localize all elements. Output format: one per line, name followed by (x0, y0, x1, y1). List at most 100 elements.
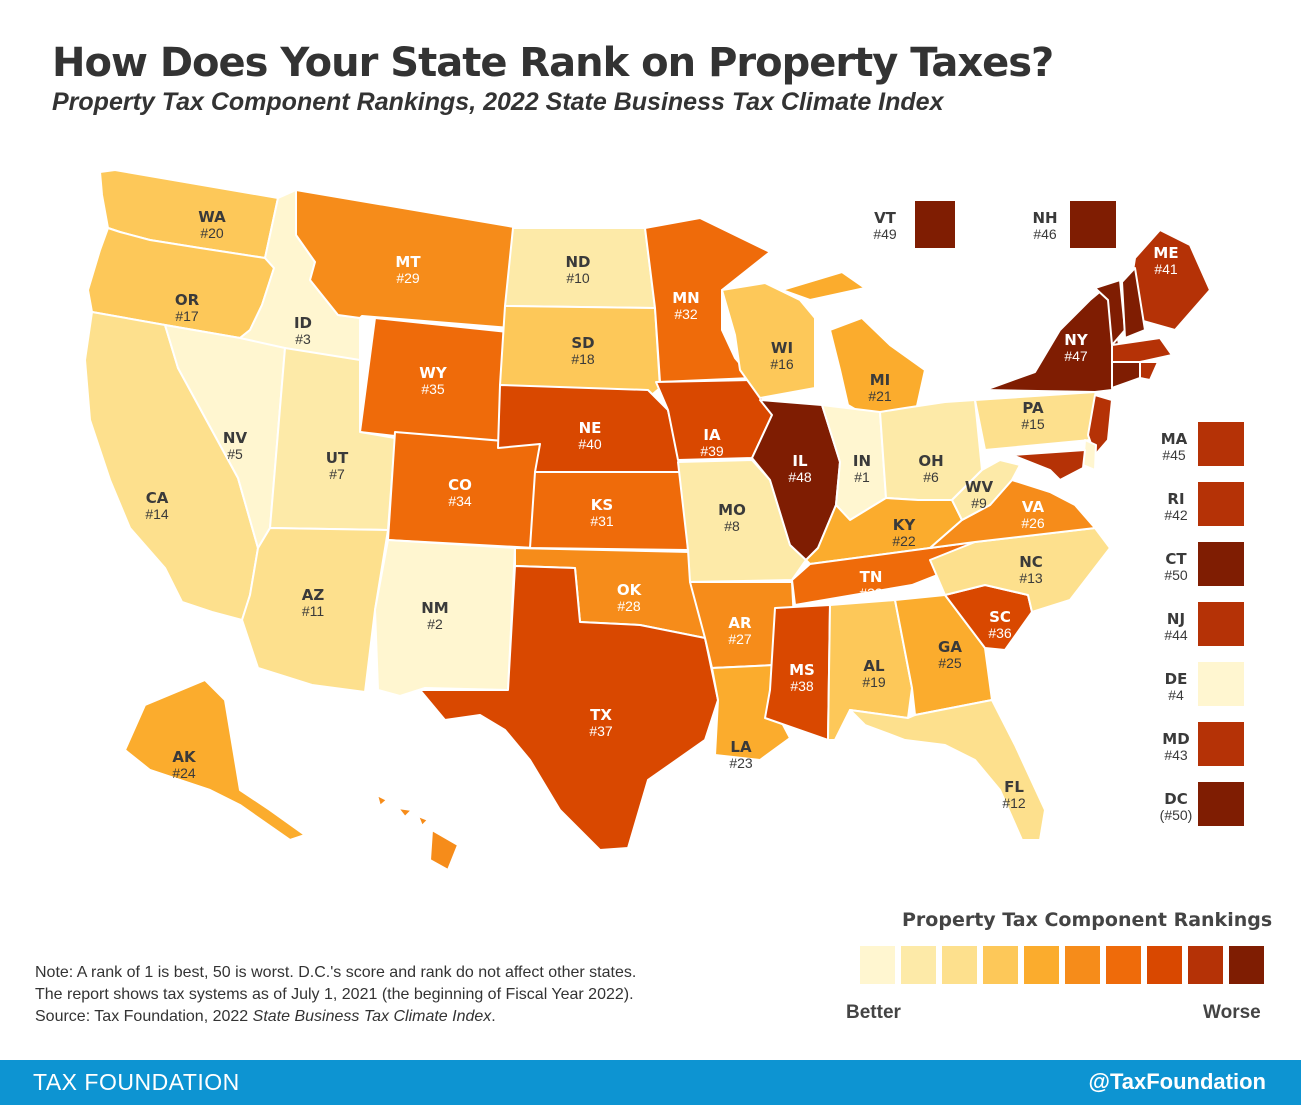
state-rank-mn: #32 (674, 306, 698, 322)
state-label-fl: FL (1004, 778, 1024, 796)
inset-box-ct[interactable] (1198, 542, 1244, 586)
state-rank-ms: #38 (790, 678, 814, 694)
inset-box-nj[interactable] (1198, 602, 1244, 646)
state-rank-wa: #20 (200, 225, 224, 241)
legend-swatch-5 (1024, 946, 1059, 984)
legend-swatch-10 (1229, 946, 1264, 984)
state-nj[interactable] (1087, 394, 1113, 456)
state-vt[interactable] (1094, 279, 1126, 346)
state-ms[interactable] (764, 604, 831, 741)
state-label-va: VA (1022, 498, 1045, 516)
inset-box-dc[interactable] (1198, 782, 1244, 826)
legend-swatch-9 (1188, 946, 1223, 984)
state-rank-in: #1 (854, 469, 870, 485)
state-label-sd: SD (571, 334, 594, 352)
state-rank-pa: #15 (1021, 416, 1045, 432)
inset-box-nh[interactable] (1070, 201, 1116, 248)
state-label-ak: AK (172, 748, 197, 766)
state-rank-va: #26 (1021, 515, 1045, 531)
state-label-nm: NM (421, 599, 448, 617)
state-rank-az: #11 (302, 603, 325, 619)
notes: Note: A rank of 1 is best, 50 is worst. … (35, 962, 755, 1028)
state-label-wv: WV (965, 478, 994, 496)
state-label-wa: WA (198, 208, 226, 226)
state-label-ms: MS (789, 661, 815, 679)
state-label-me: ME (1153, 244, 1178, 262)
state-ct[interactable] (1111, 361, 1141, 389)
state-rank-tx: #37 (589, 723, 613, 739)
state-rank-tn: #33 (859, 585, 883, 601)
note-line-2: The report shows tax systems as of July … (35, 986, 634, 1003)
state-md[interactable] (1011, 449, 1086, 481)
state-label-nd: ND (565, 253, 590, 271)
state-rank-fl: #12 (1002, 795, 1026, 811)
note-line-1: Note: A rank of 1 is best, 50 is worst. … (35, 964, 637, 981)
state-ny[interactable] (984, 284, 1121, 393)
legend-scale (860, 946, 1264, 984)
state-label-ny: NY (1064, 331, 1089, 349)
state-rank-ak: #24 (172, 765, 196, 781)
state-label-wi: WI (771, 339, 793, 357)
inset-rank-nj: #44 (1164, 627, 1188, 643)
inset-box-de[interactable] (1198, 662, 1244, 706)
legend-swatch-7 (1106, 946, 1141, 984)
inset-box-ri[interactable] (1198, 482, 1244, 526)
state-label-ut: UT (326, 449, 349, 467)
state-label-hi: HI (374, 814, 392, 832)
state-rank-me: #41 (1154, 261, 1178, 277)
us-state-map: WA#20OR#17CA#14ID#3NV#5MT#29WY#35UT#7AZ#… (84, 169, 1244, 871)
inset-label-md: MD (1162, 730, 1189, 748)
state-nh[interactable] (1121, 267, 1146, 339)
inset-box-md[interactable] (1198, 722, 1244, 766)
state-rank-or: #17 (175, 308, 199, 324)
state-label-co: CO (448, 476, 472, 494)
state-label-mo: MO (718, 501, 746, 519)
state-hi[interactable] (376, 794, 459, 871)
state-ri[interactable] (1139, 361, 1159, 381)
state-tx[interactable] (419, 565, 719, 851)
state-label-ok: OK (617, 581, 643, 599)
inset-label-de: DE (1165, 670, 1188, 688)
state-rank-nc: #13 (1019, 570, 1043, 586)
state-ma[interactable] (1111, 337, 1173, 363)
legend-better-label: Better (846, 1002, 901, 1023)
state-label-ar: AR (728, 614, 752, 632)
state-fl[interactable] (849, 699, 1046, 841)
state-sd[interactable] (499, 305, 661, 399)
state-rank-ny: #47 (1064, 348, 1088, 364)
state-rank-ca: #14 (145, 506, 169, 522)
state-label-id: ID (294, 314, 312, 332)
state-wv[interactable] (951, 459, 1021, 521)
inset-label-ct: CT (1165, 550, 1187, 568)
state-mn[interactable] (644, 217, 771, 383)
inset-label-ma: MA (1161, 430, 1188, 448)
state-label-tx: TX (590, 706, 612, 724)
state-label-in: IN (853, 452, 871, 470)
inset-rank-vt: #49 (873, 226, 897, 242)
footer-brand: TAX FOUNDATION (33, 1069, 240, 1095)
legend-title: Property Tax Component Rankings (902, 909, 1273, 931)
inset-box-ma[interactable] (1198, 422, 1244, 466)
state-wi[interactable] (721, 282, 816, 399)
inset-label-nh: NH (1032, 209, 1057, 227)
state-ak[interactable] (124, 679, 306, 841)
state-label-ca: CA (146, 489, 169, 507)
inset-rank-ma: #45 (1162, 447, 1186, 463)
inset-rank-de: #4 (1168, 687, 1184, 703)
footer-twitter-handle[interactable]: @TaxFoundation (1088, 1069, 1266, 1094)
page-subtitle: Property Tax Component Rankings, 2022 St… (52, 88, 944, 116)
state-label-pa: PA (1022, 399, 1044, 417)
state-rank-ks: #31 (590, 513, 614, 529)
state-label-il: IL (792, 452, 808, 470)
legend-swatch-8 (1147, 946, 1182, 984)
state-rank-mo: #8 (724, 518, 740, 534)
inset-rank-dc: (#50) (1160, 807, 1193, 823)
state-rank-wi: #16 (770, 356, 794, 372)
legend-swatch-2 (901, 946, 936, 984)
inset-box-vt[interactable] (915, 201, 955, 248)
legend-swatch-3 (942, 946, 977, 984)
state-nm[interactable] (374, 539, 516, 697)
inset-label-vt: VT (874, 209, 897, 227)
inset-label-ri: RI (1167, 490, 1184, 508)
state-rank-mi: #21 (868, 388, 892, 404)
